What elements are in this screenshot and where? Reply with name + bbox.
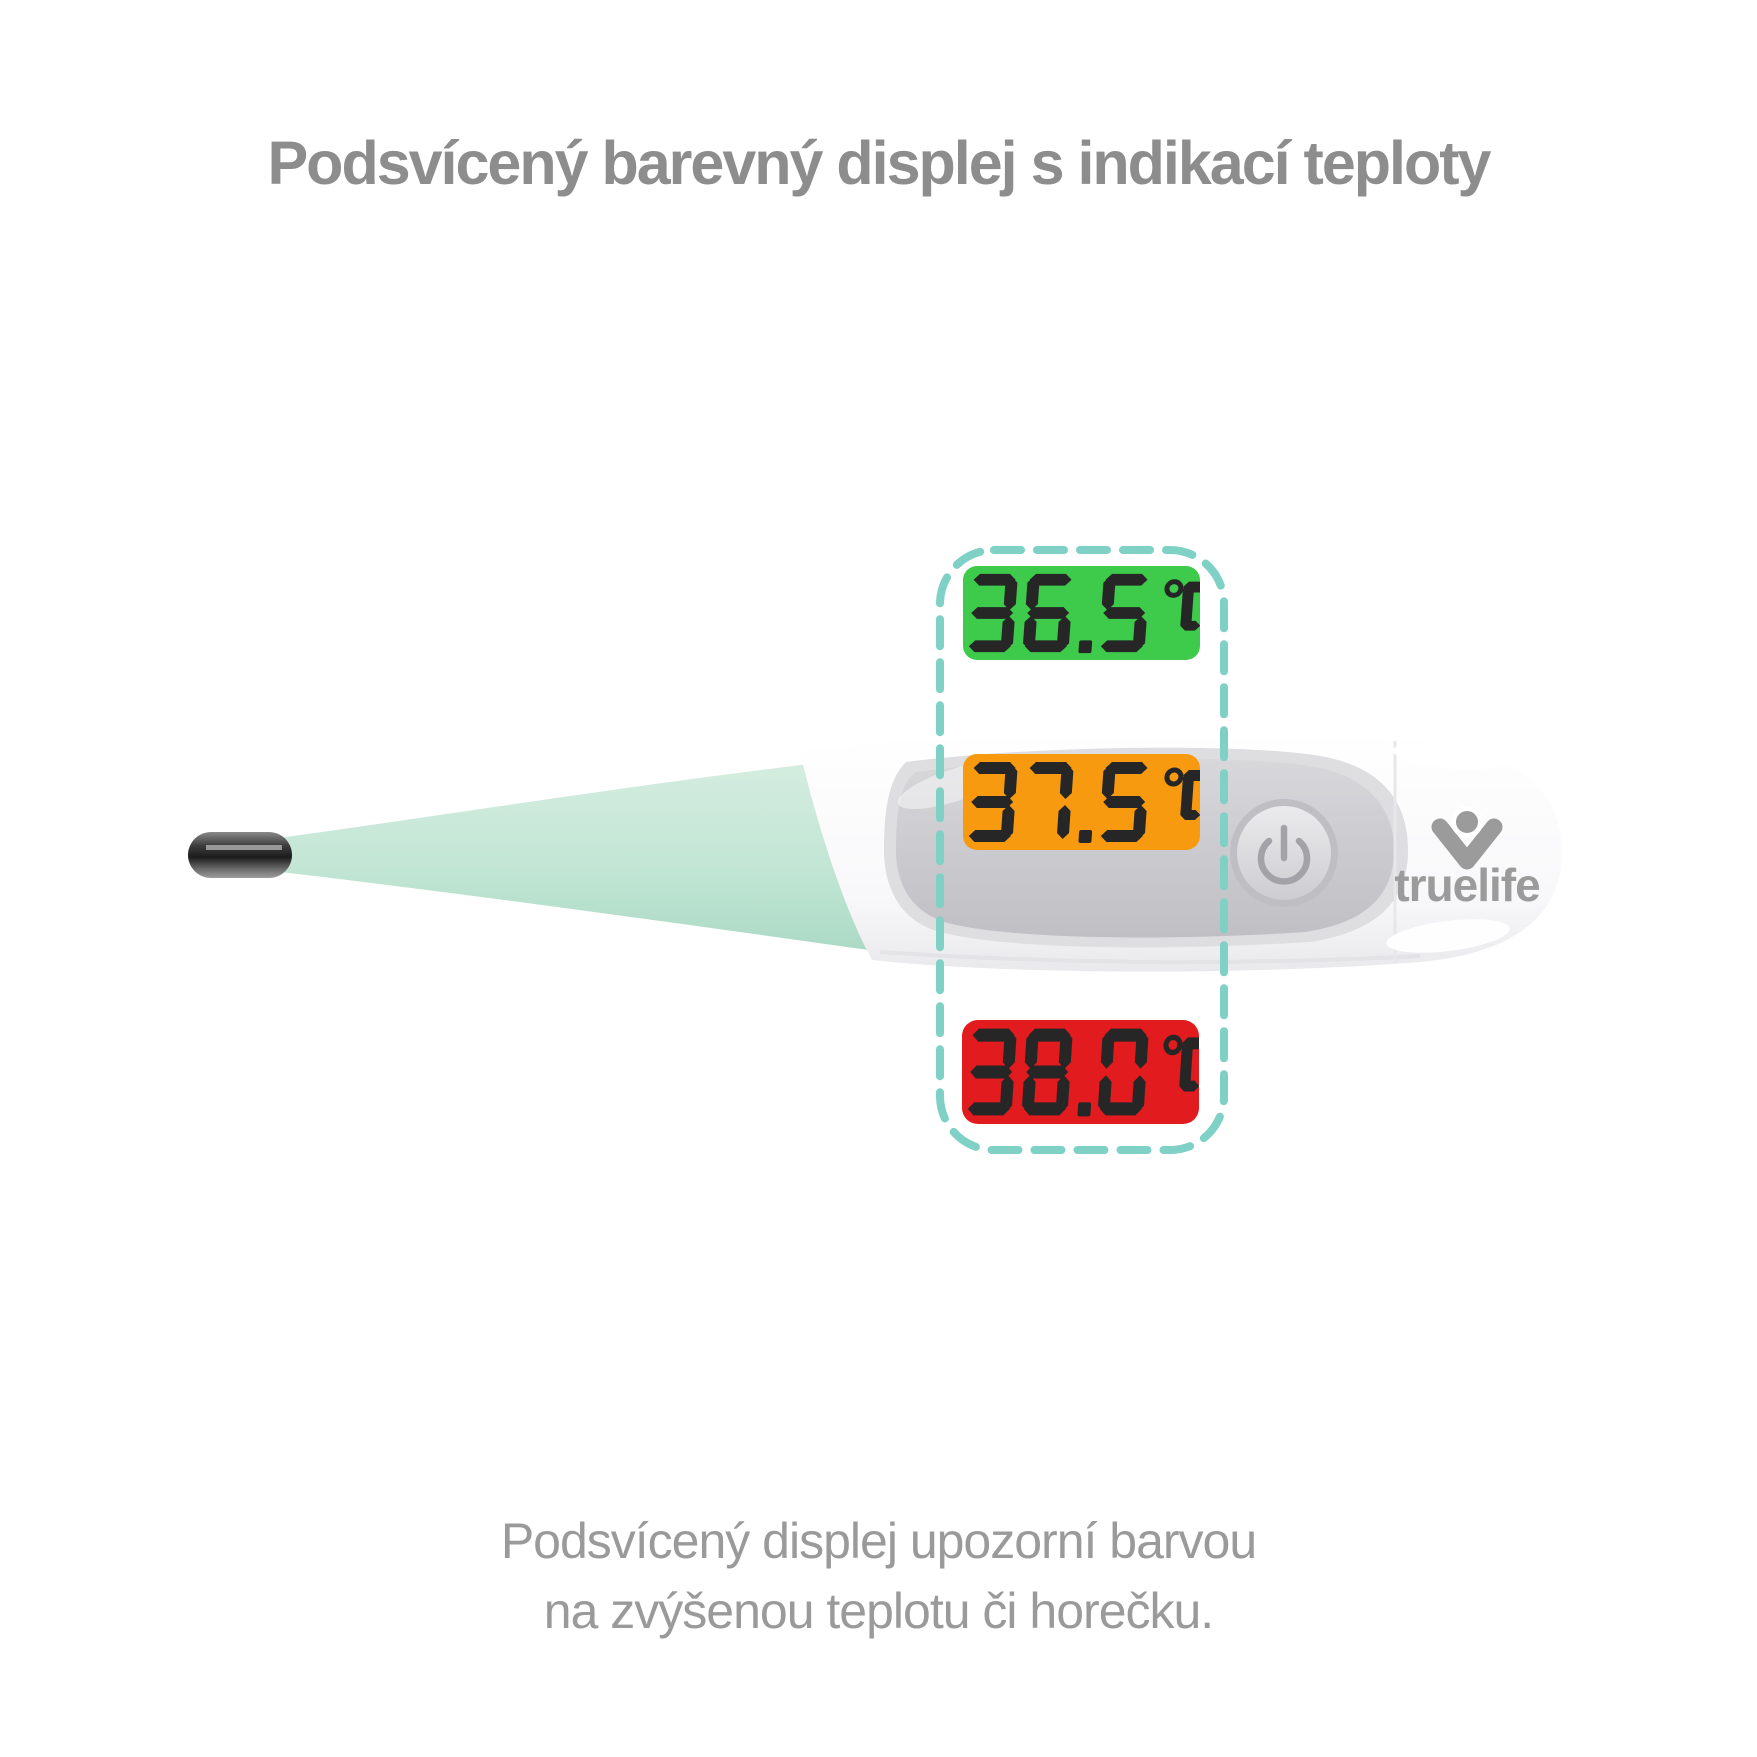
dashed-frame-rect (936, 546, 1228, 1154)
lcd-value-elevated (968, 762, 1200, 843)
brand-logo: truelife (1394, 806, 1541, 911)
lcd-value-normal (968, 573, 1200, 654)
caption-line-1: Podsvícený displej upozorní barvou (500, 1513, 1257, 1569)
lcd-display-fever (962, 1020, 1199, 1124)
body-bottom-shade (879, 950, 1421, 965)
truelife-logo-icon (1431, 806, 1503, 870)
lcd-value-fever (967, 1028, 1199, 1117)
page-title: Podsvícený barevný displej s indikací te… (267, 129, 1492, 197)
lcd-display-elevated (963, 754, 1200, 850)
brand-name: truelife (1394, 859, 1540, 911)
body-highlight-bottom (1386, 919, 1510, 953)
thermometer-tip (188, 832, 292, 878)
thermometer-probe (272, 756, 912, 956)
caption: Podsvícený displej upozorní barvou na zv… (0, 1506, 1757, 1646)
caption-line-2: na zvýšenou teplotu či horečku. (543, 1583, 1214, 1639)
power-icon (1257, 824, 1311, 885)
tip-highlight (206, 845, 282, 850)
lcd-display-normal (963, 566, 1200, 660)
power-button (1230, 799, 1338, 907)
body-highlight-top (1392, 742, 1502, 770)
